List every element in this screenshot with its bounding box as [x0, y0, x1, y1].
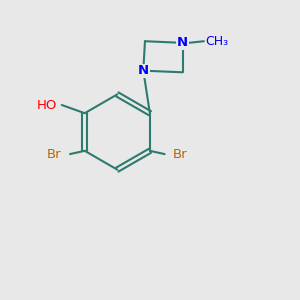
Text: N: N: [177, 36, 188, 50]
Text: CH₃: CH₃: [206, 35, 229, 48]
Text: Br: Br: [47, 148, 62, 160]
Text: N: N: [138, 64, 149, 77]
Text: Br: Br: [173, 148, 188, 160]
Text: HO: HO: [37, 98, 57, 112]
